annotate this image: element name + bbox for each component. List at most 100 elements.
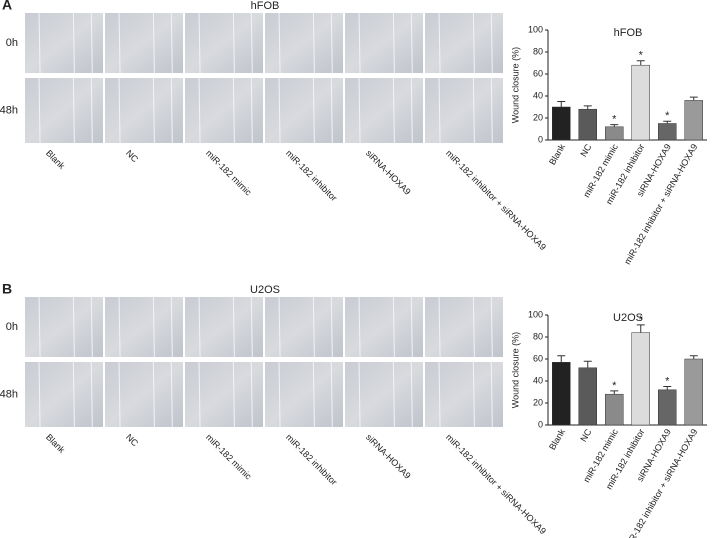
scratch-edge (198, 12, 201, 74)
microscopy-image (265, 297, 343, 357)
microscopy-image (185, 362, 263, 427)
y-axis-label: Wound closure (%) (510, 332, 520, 408)
scratch-edge (392, 77, 395, 144)
bar (631, 64, 650, 141)
y-axis-label: Wound closure (%) (510, 47, 520, 123)
significance-marker: * (639, 314, 644, 326)
scratch-edge (490, 296, 493, 358)
scratch-edge (170, 296, 173, 358)
scratch-edge (152, 77, 155, 144)
scratch-edge (118, 77, 121, 144)
microscopy-image (185, 297, 263, 357)
y-tick-label: 0 (538, 134, 543, 144)
microscopy-image (25, 362, 103, 427)
error-bar (663, 386, 672, 390)
scratch-edge (410, 361, 413, 428)
scratch-edge (38, 12, 41, 74)
scratch-edge (152, 296, 155, 358)
scratch-edge (392, 12, 395, 74)
scratch-edge (490, 361, 493, 428)
microscopy-image (185, 13, 263, 73)
row-label: 0h (6, 321, 18, 333)
bar (684, 100, 703, 141)
scratch-edge (170, 77, 173, 144)
y-tick-label: 40 (533, 375, 543, 385)
error-bar (636, 60, 645, 66)
scratch-edge (232, 77, 235, 144)
significance-marker: * (665, 375, 670, 387)
microscopy-image (25, 297, 103, 357)
scratch-edge (250, 361, 253, 428)
microscopy-image (265, 13, 343, 73)
scratch-edge (358, 77, 361, 144)
scratch-edge (490, 77, 493, 144)
scratch-edge (358, 361, 361, 428)
scratch-edge (330, 12, 333, 74)
column-label: Blank (44, 432, 67, 455)
column-label: miR-182 inhibitor (284, 148, 339, 203)
significance-marker: * (612, 380, 617, 392)
microscopy-image (25, 13, 103, 73)
column-label: miR-182 inhibitor (284, 432, 339, 487)
scratch-edge (250, 296, 253, 358)
scratch-edge (392, 296, 395, 358)
scratch-edge (312, 77, 315, 144)
column-label: miR-182 mimic (204, 148, 254, 198)
column-label: miR-182 inhibitor + siRNA-HOXA9 (444, 432, 548, 536)
column-label: siRNA-HOXA9 (364, 148, 413, 197)
bar (658, 389, 677, 426)
column-label: Blank (44, 148, 67, 171)
column-label: NC (124, 432, 141, 449)
scratch-edge (90, 77, 93, 144)
scratch-edge (90, 296, 93, 358)
error-bar (557, 355, 566, 363)
column-label: siRNA-HOXA9 (364, 432, 413, 481)
column-label: NC (124, 148, 141, 165)
microscopy-image (345, 362, 423, 427)
scratch-edge (250, 77, 253, 144)
y-tick-label: 60 (533, 353, 543, 363)
significance-marker: * (665, 110, 670, 122)
x-tick-label: Blank (547, 142, 567, 167)
bar (684, 358, 703, 426)
scratch-edge (410, 296, 413, 358)
x-tick-label: NC (578, 427, 593, 444)
row-label: 48h (0, 104, 18, 116)
microscopy-image (425, 297, 503, 357)
microscopy-image (345, 297, 423, 357)
error-bar (557, 101, 566, 107)
y-tick-label: 20 (533, 397, 543, 407)
error-bar (663, 120, 672, 124)
x-tick-label: Blank (547, 427, 567, 452)
scratch-edge (232, 296, 235, 358)
y-tick-label: 60 (533, 68, 543, 78)
bar (605, 126, 624, 141)
chart-title: hFOB (614, 27, 643, 39)
scratch-edge (278, 77, 281, 144)
row-label: 0h (6, 37, 18, 49)
bar (552, 362, 571, 426)
scratch-edge (438, 77, 441, 144)
scratch-edge (118, 361, 121, 428)
bar (658, 123, 677, 141)
microscopy-image (25, 78, 103, 143)
error-bar (583, 360, 592, 368)
scratch-edge (438, 12, 441, 74)
x-tick-label: NC (578, 142, 593, 159)
scratch-edge (392, 361, 395, 428)
scratch-edge (198, 77, 201, 144)
scratch-edge (330, 361, 333, 428)
scratch-edge (152, 12, 155, 74)
error-bar (610, 124, 619, 127)
scratch-edge (358, 296, 361, 358)
scratch-edge (472, 296, 475, 358)
bar (605, 393, 624, 426)
scratch-edge (410, 12, 413, 74)
scratch-edge (438, 361, 441, 428)
scratch-edge (198, 361, 201, 428)
scratch-edge (358, 12, 361, 74)
scratch-edge (72, 361, 75, 428)
scratch-edge (278, 296, 281, 358)
bar (631, 332, 650, 426)
